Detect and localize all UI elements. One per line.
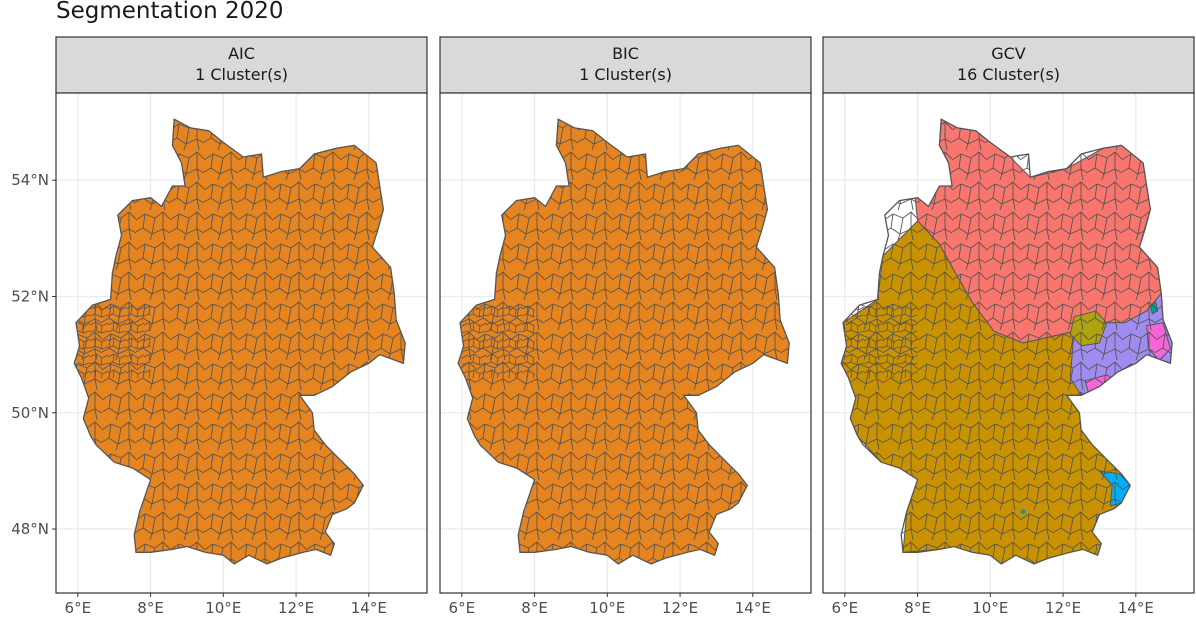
district-borders-dense <box>844 302 918 378</box>
x-tick-label: 12°E <box>278 599 314 617</box>
germany-outline <box>73 118 406 565</box>
x-tick-label: 12°E <box>1045 599 1081 617</box>
y-tick-label: 50°N <box>11 404 49 422</box>
district-borders-dense <box>77 302 151 378</box>
strip-bic <box>439 36 812 94</box>
panel-gcv: GCV 16 Cluster(s) 6°E 8°E 10°E 12°E 14°E <box>822 36 1195 617</box>
x-tick-label: 6°E <box>832 599 859 617</box>
strip-cluster-count: 1 Cluster(s) <box>195 65 288 84</box>
x-tick-label: 14°E <box>735 599 771 617</box>
plot-title: Segmentation 2020 <box>56 0 284 24</box>
x-tick-label: 10°E <box>972 599 1008 617</box>
y-tick-label: 48°N <box>11 520 49 538</box>
panel-border <box>439 92 812 594</box>
x-tick-label: 14°E <box>1118 599 1154 617</box>
y-tick-label: 54°N <box>11 171 49 189</box>
district-borders-dense <box>461 302 535 378</box>
panel-bic: BIC 1 Cluster(s) 6°E 8°E 10°E 12°E 14°E <box>439 36 812 617</box>
x-tick-label: 6°E <box>65 599 92 617</box>
x-tick-label: 10°E <box>589 599 625 617</box>
x-tick-label: 14°E <box>351 599 387 617</box>
panel-aic: AIC 1 Cluster(s) 6°E 8°E 10°E 12°E 14°E 54°N 52°… <box>11 36 428 617</box>
x-tick-label: 10°E <box>205 599 241 617</box>
x-tick-label: 8°E <box>137 599 164 617</box>
strip-method-label: GCV <box>991 44 1026 63</box>
strip-method-label: BIC <box>612 44 639 63</box>
x-tick-label: 6°E <box>449 599 476 617</box>
germany-outline <box>457 118 790 565</box>
panel-border <box>822 92 1195 594</box>
strip-method-label: AIC <box>228 44 255 63</box>
x-tick-label: 8°E <box>904 599 931 617</box>
x-tick-label: 8°E <box>521 599 548 617</box>
y-tick-label: 52°N <box>11 287 49 305</box>
x-tick-label: 12°E <box>662 599 698 617</box>
strip-gcv <box>822 36 1195 94</box>
strip-cluster-count: 16 Cluster(s) <box>957 65 1060 84</box>
germany-outline <box>840 118 1173 565</box>
panel-border <box>55 92 428 594</box>
strip-aic <box>55 36 428 94</box>
strip-cluster-count: 1 Cluster(s) <box>579 65 672 84</box>
